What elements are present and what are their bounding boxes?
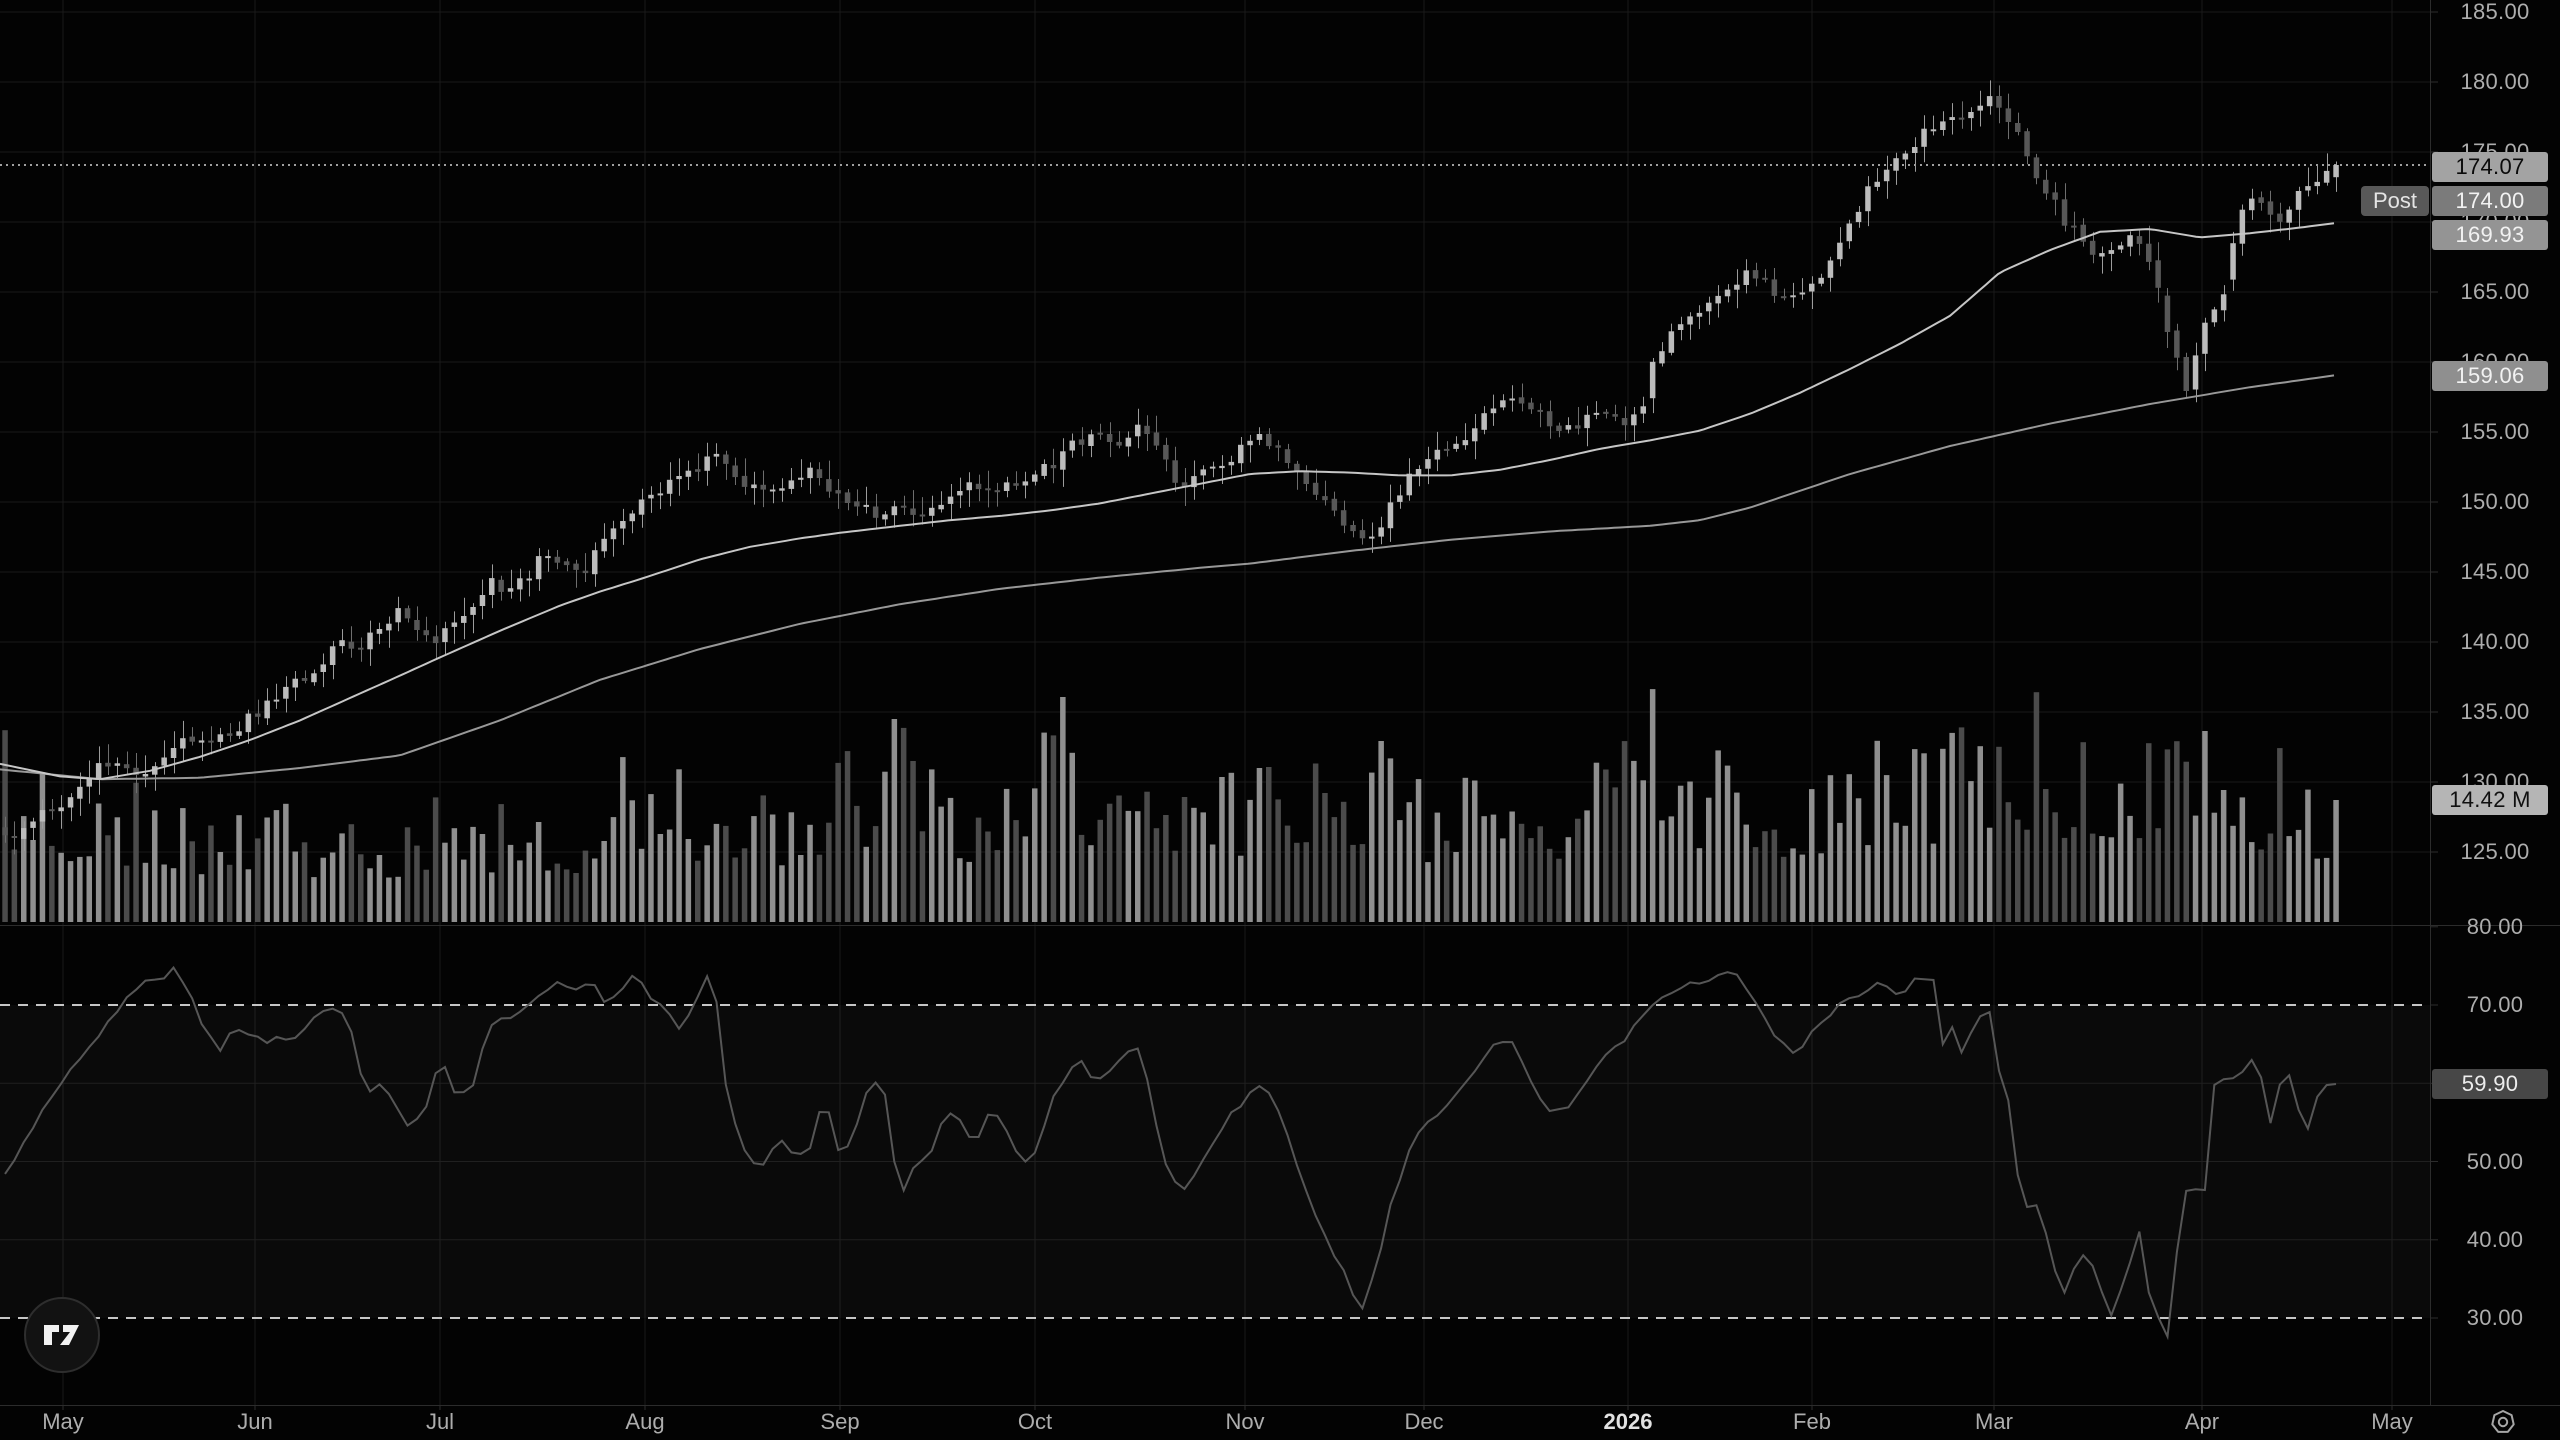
price-tick-label: 165.00 [2460,279,2530,304]
time-tick-label: May [42,1409,84,1434]
time-tick-label: Oct [1017,1409,1053,1434]
time-tick-label: Apr [2184,1409,2220,1434]
last-price-badge: 174.07 [2432,152,2548,182]
price-tick-label: 185.00 [2460,0,2530,24]
time-tick-label: Jun [237,1409,273,1434]
time-tick-label: Feb [1793,1409,1831,1434]
candles-series [2,80,2339,855]
rsi-tick-label: 30.00 [2466,1305,2524,1330]
rsi-line [4,965,2337,1341]
ma-slow-value-badge: 159.06 [2432,361,2548,391]
ma-fast-value-badge: 169.93 [2432,220,2548,250]
ma-fast-line [0,222,2335,780]
price-scale[interactable]: 185.00180.00175.00170.00165.00160.00155.… [2430,0,2560,1405]
rsi-tick-label: 70.00 [2466,992,2524,1017]
post-price-badge: 174.00 [2432,186,2548,216]
time-scale-settings-button[interactable] [2488,1407,2518,1437]
time-tick-label: May [2371,1409,2413,1434]
tradingview-logo[interactable] [24,1297,100,1373]
volume-value-badge: 14.42 M [2432,785,2548,815]
time-tick-label: Sep [820,1409,860,1434]
gear-icon [2491,1410,2515,1433]
rsi-value-badge: 59.90 [2432,1069,2548,1099]
rsi-tick-label: 40.00 [2466,1226,2524,1252]
post-market-chip: Post [2361,186,2429,216]
price-tick-label: 140.00 [2460,629,2530,654]
time-tick-label: Aug [625,1409,665,1434]
tradingview-logo-icon [44,1325,79,1345]
ma-slow-line [0,374,2335,781]
rsi-tick-label: 50.00 [2466,1148,2524,1174]
price-tick-label: 135.00 [2460,699,2530,724]
rsi-tick-label: 80.00 [2466,913,2524,939]
time-tick-label: Jul [425,1409,455,1434]
price-tick-label: 125.00 [2460,839,2530,864]
time-scale[interactable]: May Jun Jul Aug Sep Oct Nov Dec 2026 Feb Mar Apr May [0,1406,2560,1440]
grid [0,0,2430,1405]
time-tick-label: 2026 [1603,1409,1653,1434]
price-tick-label: 180.00 [2460,69,2530,94]
post-market-label: Post [2372,188,2418,213]
time-tick-label: Nov [1225,1409,1265,1434]
time-tick-label: Dec [1404,1409,1444,1434]
rsi-band [0,1004,2430,1319]
price-tick-label: 145.00 [2460,559,2530,584]
time-tick-label: Mar [1975,1409,2013,1434]
price-tick-label: 155.00 [2460,419,2530,444]
volume-series [2,689,2339,922]
price-tick-label: 150.00 [2460,489,2530,514]
